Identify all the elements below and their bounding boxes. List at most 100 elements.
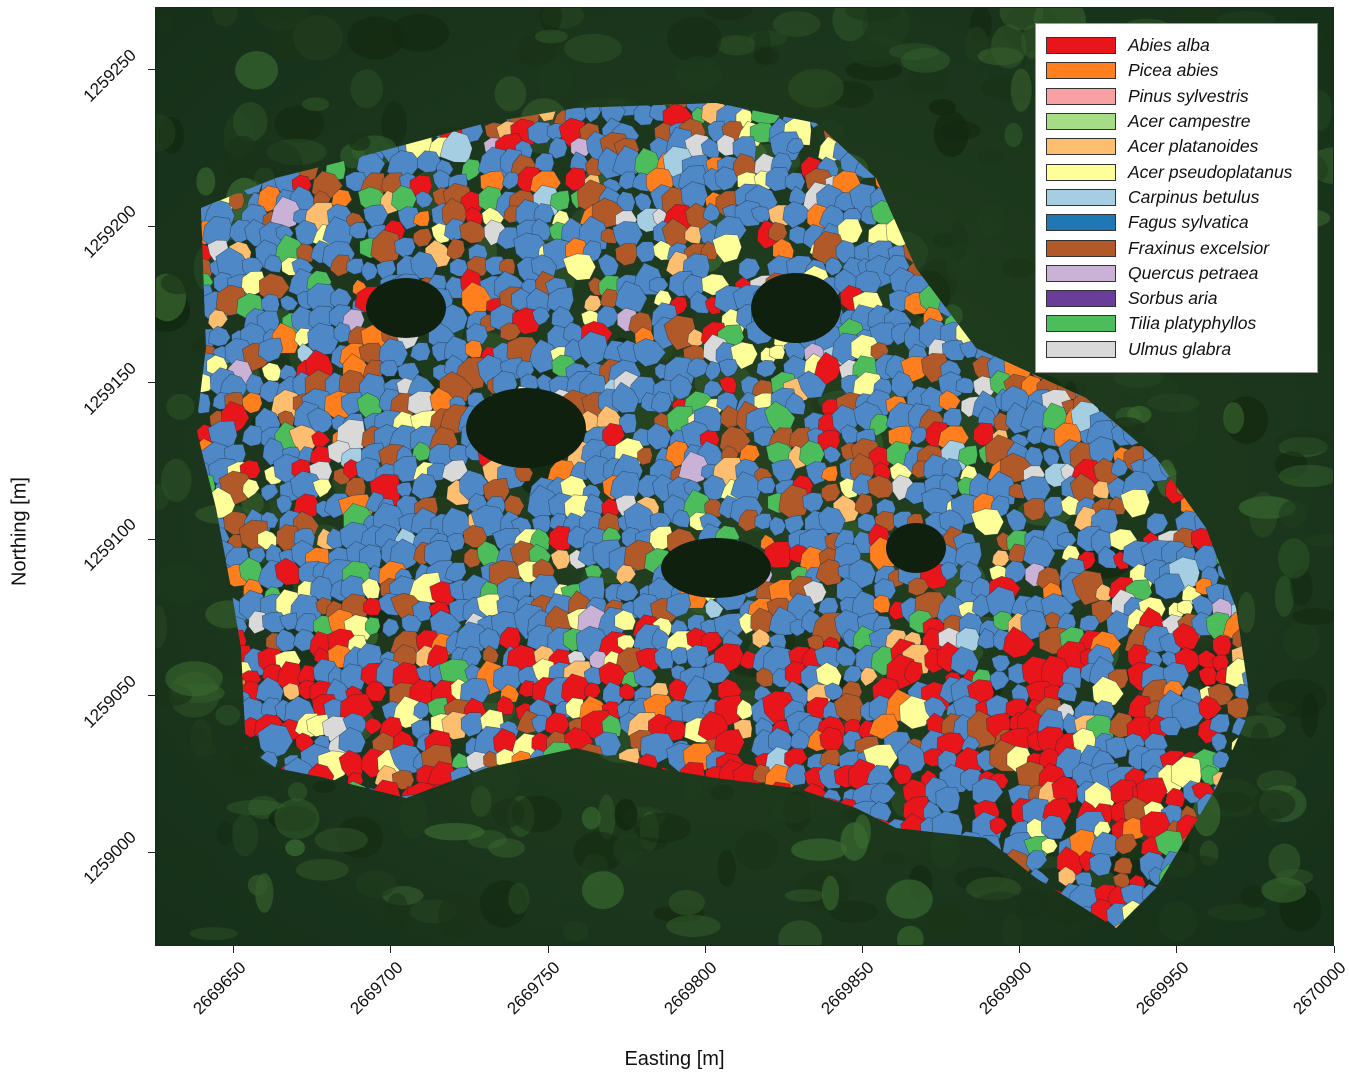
tree-crown	[529, 527, 551, 552]
tree-crown	[989, 670, 1010, 691]
tree-crown	[907, 577, 930, 597]
texture-blob	[268, 805, 317, 832]
texture-blob	[821, 875, 840, 911]
tree-crown	[970, 508, 1005, 536]
tree-crown	[797, 370, 827, 399]
legend-item: Sorbus aria	[1046, 286, 1317, 311]
texture-blob	[491, 798, 525, 828]
texture-blob	[1256, 701, 1296, 717]
x-tick-label: 2670000	[1289, 958, 1349, 1019]
texture-blob	[896, 925, 924, 945]
tree-crown	[716, 134, 737, 157]
texture-blob	[945, 242, 980, 283]
tree-crown	[338, 726, 367, 755]
legend-item: Abies alba	[1046, 33, 1317, 58]
tree-crown	[411, 473, 438, 501]
texture-blob	[355, 869, 396, 898]
tree-crown	[784, 392, 806, 416]
tree-crown	[1090, 831, 1124, 859]
tree-crown	[636, 241, 658, 263]
legend-label: Tilia platyphyllos	[1128, 313, 1257, 334]
tree-crown	[294, 219, 320, 248]
tree-crown	[1172, 623, 1200, 651]
texture-blob	[235, 51, 279, 90]
tree-crown	[549, 190, 570, 212]
tree-crown	[842, 665, 864, 685]
texture-blob	[999, 8, 1044, 31]
canopy-gap	[661, 538, 771, 598]
texture-blob	[537, 60, 572, 101]
legend-item: Quercus petraea	[1046, 261, 1317, 286]
tree-crown	[364, 717, 384, 735]
tree-crown	[769, 516, 787, 537]
tree-crown	[1114, 834, 1138, 855]
y-tick-label: 1259000	[79, 827, 140, 888]
legend-swatch	[1046, 87, 1116, 105]
texture-blob	[216, 821, 234, 846]
texture-blob	[1261, 877, 1307, 903]
legend-swatch	[1046, 138, 1116, 156]
texture-blob	[581, 871, 624, 910]
legend-label: Pinus sylvestris	[1128, 85, 1249, 106]
texture-blob	[1290, 568, 1313, 607]
texture-blob	[424, 823, 485, 841]
texture-blob	[166, 393, 195, 420]
legend-label: Abies alba	[1128, 35, 1210, 56]
tree-crown	[702, 474, 728, 503]
tree-crown	[730, 341, 758, 370]
texture-blob	[156, 114, 176, 152]
x-tick-label: 2669950	[1132, 958, 1193, 1019]
legend-swatch	[1046, 163, 1116, 181]
tree-crown	[1022, 535, 1056, 568]
texture-blob	[1174, 398, 1199, 446]
texture-blob	[516, 33, 557, 68]
texture-blob	[274, 18, 300, 66]
texture-blob	[881, 851, 906, 866]
tree-crown	[1051, 775, 1080, 805]
tree-crown	[444, 562, 467, 583]
legend-item: Ulmus glabra	[1046, 337, 1317, 362]
tree-crown	[824, 682, 845, 701]
tree-crown	[333, 322, 352, 343]
legend-swatch	[1046, 239, 1116, 257]
texture-blob	[1223, 402, 1245, 434]
tree-crown	[279, 294, 299, 312]
tree-crown	[1041, 837, 1058, 855]
tree-crown	[464, 339, 483, 359]
tree-crown	[528, 338, 559, 374]
tree-crown	[441, 711, 468, 740]
tree-crown	[412, 227, 433, 248]
texture-blob	[287, 782, 308, 802]
legend-item: Pinus sylvestris	[1046, 84, 1317, 109]
y-tick-mark	[148, 695, 155, 697]
tree-crown	[279, 612, 298, 631]
canopy-gap	[366, 278, 446, 338]
texture-blob	[667, 16, 722, 62]
legend-swatch	[1046, 113, 1116, 131]
texture-blob	[666, 915, 721, 937]
tree-crown	[704, 598, 724, 619]
tree-crown	[685, 644, 710, 672]
map-canvas[interactable]	[155, 7, 1334, 946]
tree-crown	[1110, 457, 1129, 477]
texture-blob	[791, 838, 848, 861]
tree-crown	[633, 103, 656, 126]
tree-crown	[650, 391, 672, 414]
tree-crown	[986, 470, 1017, 507]
texture-blob	[508, 882, 530, 915]
legend-label: Sorbus aria	[1128, 288, 1218, 309]
y-tick-mark	[148, 69, 155, 71]
texture-blob	[978, 892, 1024, 909]
texture-blob	[930, 828, 960, 869]
texture-blob	[232, 813, 259, 857]
tree-crown	[583, 682, 602, 699]
legend-label: Fagus sylvatica	[1128, 212, 1249, 233]
x-tick-label: 2669650	[188, 958, 250, 1019]
legend-swatch	[1046, 340, 1116, 358]
crown-map-svg	[156, 8, 1333, 945]
texture-blob	[274, 798, 320, 840]
tree-crown	[825, 256, 843, 277]
y-tick-label: 1259150	[79, 358, 140, 419]
tree-crown	[991, 654, 1011, 674]
texture-blob	[785, 889, 825, 902]
